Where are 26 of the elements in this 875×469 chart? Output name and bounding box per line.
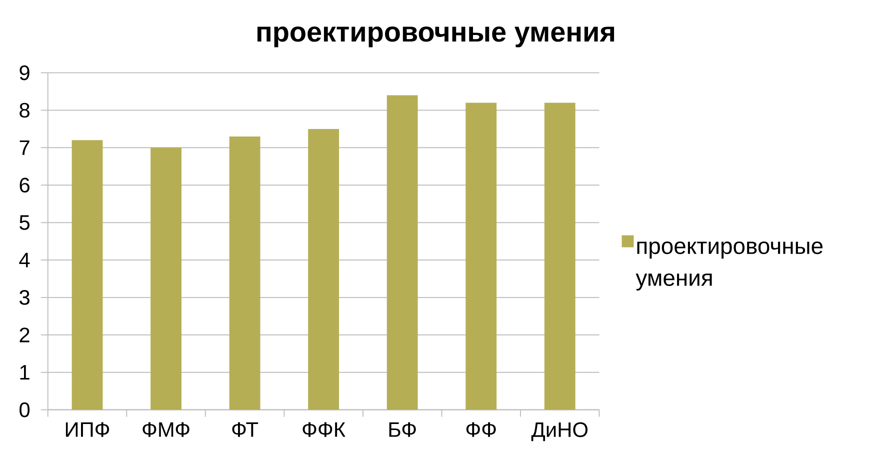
bar <box>72 140 103 410</box>
bar <box>229 136 260 410</box>
y-tick-label: 0 <box>20 402 30 418</box>
x-tick-label: ФФ <box>466 422 496 438</box>
y-tick-label: 8 <box>20 103 30 118</box>
x-tick-label: ФМФ <box>142 422 190 438</box>
y-tick-label: 4 <box>19 253 30 268</box>
x-tick-label: БФ <box>389 422 416 438</box>
bar <box>466 102 497 410</box>
bar <box>308 129 340 410</box>
x-tick-label: ИПФ <box>66 422 110 438</box>
y-tick-label: 1 <box>20 365 30 380</box>
y-tick-label: 3 <box>20 290 30 306</box>
x-tick-label: ФТ <box>232 422 258 438</box>
legend-label: проектировочные умения <box>636 242 823 291</box>
y-tick-label: 9 <box>20 66 30 80</box>
bar <box>150 148 182 410</box>
x-tick-label: ДиНО <box>531 422 588 442</box>
bar <box>544 102 576 410</box>
bar <box>386 95 418 410</box>
x-tick-label: ФФК <box>302 422 346 438</box>
y-tick-label: 2 <box>20 328 30 342</box>
chart-title: проектировочные умения <box>257 26 614 48</box>
y-tick-label: 7 <box>20 140 30 156</box>
y-tick-label: 6 <box>20 178 30 193</box>
y-tick-label: 5 <box>20 215 30 230</box>
